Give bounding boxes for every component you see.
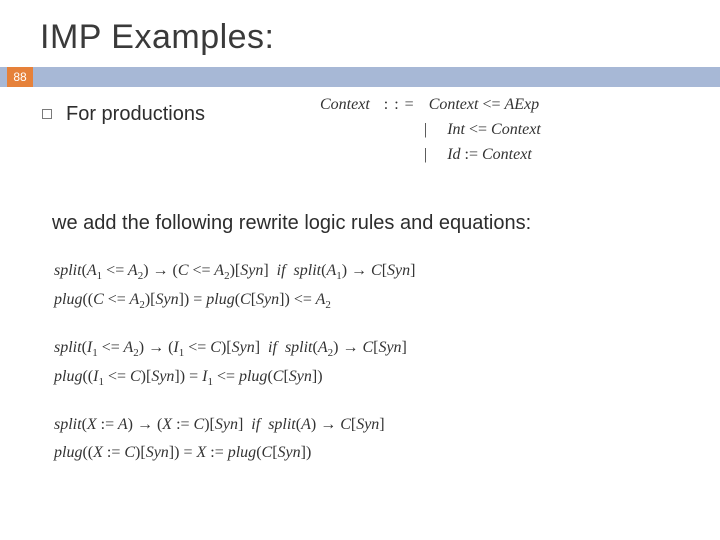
- rule-3-line-2: plug((X := C)[Syn]) = X := plug(C[Syn]): [54, 439, 690, 467]
- rule-block-1: split(A1 <= A2) → (C <= A2)[Syn] if spli…: [54, 257, 690, 316]
- rule-1-line-2: plug((C <= A2)[Syn]) = plug(C[Syn]) <= A…: [54, 286, 690, 315]
- grammar-r1a: Context: [429, 96, 479, 113]
- rules-block: split(A1 <= A2) → (C <= A2)[Syn] if spli…: [54, 257, 690, 467]
- rule-3-line-1: split(X := A) → (X := C)[Syn] if split(A…: [54, 411, 690, 439]
- grammar-line-1: Context : : = Context <= AExp: [320, 93, 541, 118]
- grammar-produces: : : =: [384, 96, 415, 113]
- grammar-r1b: AExp: [505, 96, 540, 113]
- content-area: For productions Context : : = Context <=…: [0, 87, 720, 467]
- header-stripe: 88: [0, 67, 720, 87]
- grammar-r2b: Context: [491, 121, 541, 138]
- pipe-1: |: [424, 121, 427, 138]
- grammar-r2a: Int: [447, 121, 465, 138]
- grammar-block: Context : : = Context <= AExp | Int <= C…: [320, 93, 541, 167]
- page-number-badge: 88: [7, 67, 33, 87]
- intro-line: we add the following rewrite logic rules…: [52, 212, 690, 235]
- title-area: IMP Examples:: [0, 0, 720, 67]
- rule-block-3: split(X := A) → (X := C)[Syn] if split(A…: [54, 411, 690, 467]
- rule-2-line-1: split(I1 <= A2) → (I1 <= C)[Syn] if spli…: [54, 334, 690, 363]
- grammar-r3b: Context: [482, 146, 532, 163]
- grammar-r3op: :=: [465, 146, 482, 163]
- grammar-line-2: | Int <= Context: [320, 118, 541, 143]
- grammar-r1op: <=: [482, 96, 504, 113]
- page-title: IMP Examples:: [40, 18, 720, 57]
- pipe-2: |: [424, 146, 427, 163]
- grammar-r2op: <=: [469, 121, 491, 138]
- grammar-lhs: Context: [320, 96, 370, 113]
- grammar-line-3: | Id := Context: [320, 143, 541, 168]
- bullet-icon: [42, 109, 52, 119]
- bullet-text: For productions: [66, 103, 205, 126]
- rule-2-line-2: plug((I1 <= C)[Syn]) = I1 <= plug(C[Syn]…: [54, 363, 690, 392]
- grammar-r3a: Id: [447, 146, 460, 163]
- rule-1-line-1: split(A1 <= A2) → (C <= A2)[Syn] if spli…: [54, 257, 690, 286]
- rule-block-2: split(I1 <= A2) → (I1 <= C)[Syn] if spli…: [54, 334, 690, 393]
